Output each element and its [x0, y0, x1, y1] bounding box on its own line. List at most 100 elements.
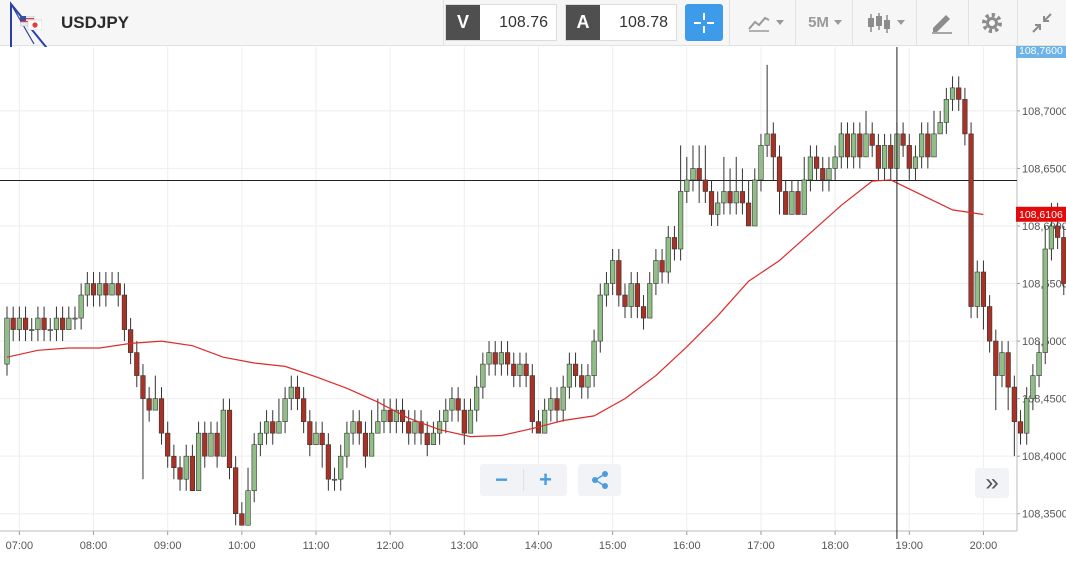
candle-body: [307, 421, 313, 445]
timeframe-button[interactable]: 5M: [802, 4, 848, 41]
candle-body: [418, 421, 424, 434]
candle-body: [103, 283, 109, 296]
collapse-button[interactable]: [1022, 4, 1062, 41]
instrument-symbol[interactable]: USDJPY: [61, 13, 130, 32]
share-button[interactable]: [578, 464, 621, 496]
candle-body: [109, 283, 115, 296]
candle-body: [962, 99, 968, 135]
candle-body: [202, 432, 208, 457]
currency-flag-icon: [20, 16, 42, 30]
drawing-tools-button[interactable]: [922, 4, 962, 41]
candle-body: [486, 352, 492, 365]
y-tick-label: 108,4000: [1022, 451, 1066, 463]
candle-body: [783, 191, 789, 215]
candle-body: [610, 260, 616, 284]
candle-body: [41, 317, 47, 330]
candle-body: [350, 421, 356, 434]
candle-body: [702, 179, 708, 192]
x-tick-label: 09:00: [154, 540, 182, 552]
candle-body: [115, 283, 121, 296]
candle-body: [319, 432, 325, 445]
ask-label: A: [566, 5, 600, 40]
price-chart[interactable]: 108,7000108,6500108,6000108,5500108,5000…: [0, 46, 1066, 563]
candle-style-button[interactable]: [860, 4, 910, 41]
candle-body: [436, 421, 443, 434]
candle-body: [78, 294, 84, 319]
x-tick-label: 13:00: [451, 540, 479, 552]
last-price-label: 108,6106: [1019, 209, 1063, 221]
scroll-to-latest-button[interactable]: »: [975, 468, 1009, 498]
candle-body: [727, 191, 733, 204]
ask-quote[interactable]: A 108.78: [565, 4, 677, 41]
candle-body: [467, 409, 474, 434]
candle-body: [591, 340, 597, 376]
candle-body: [1030, 375, 1036, 399]
candle-body: [344, 432, 350, 457]
candle-body: [146, 398, 152, 411]
bid-quote[interactable]: V 108.76: [445, 4, 557, 41]
candle-body: [851, 133, 857, 158]
candle-body: [301, 398, 307, 422]
candle-body: [548, 398, 554, 411]
candle-body: [826, 168, 832, 181]
candle-body: [560, 386, 566, 411]
x-tick-label: 11:00: [303, 540, 330, 552]
candle-body: [84, 283, 90, 296]
candle-body: [4, 317, 10, 365]
candle-body: [745, 202, 752, 227]
candle-body: [931, 133, 937, 158]
candle-body: [789, 191, 795, 215]
candle-body: [733, 191, 739, 204]
candle-body: [443, 409, 449, 422]
candle-body: [1017, 421, 1024, 434]
candle-body: [338, 455, 344, 480]
x-tick-label: 08:00: [80, 540, 108, 552]
candle-body: [999, 352, 1005, 376]
candle-body: [943, 99, 949, 123]
candle-body: [721, 191, 727, 204]
candle-body: [906, 145, 912, 169]
candle-body: [183, 455, 189, 480]
candle-body: [857, 133, 863, 158]
candle-body: [29, 329, 35, 331]
settings-button[interactable]: [972, 4, 1012, 41]
candle-body: [461, 409, 467, 434]
top-price-label: 108,7600: [1019, 46, 1063, 57]
zoom-controls: − +: [480, 464, 567, 496]
x-tick-label: 12:00: [376, 540, 404, 552]
x-tick-label: 14:00: [525, 540, 553, 552]
candle-body: [282, 398, 288, 422]
candle-body: [474, 386, 480, 411]
candle-body: [956, 87, 962, 100]
candle-body: [1036, 352, 1042, 376]
candle-body: [406, 421, 412, 434]
last-price-tag: [1016, 206, 1066, 222]
candle-body: [294, 386, 301, 399]
candle-body: [455, 398, 461, 411]
x-tick-label: 20:00: [970, 540, 998, 552]
candle-body: [523, 363, 529, 376]
candle-body: [925, 133, 931, 158]
candle-body: [888, 145, 894, 169]
candle-body: [313, 432, 319, 445]
bid-label: V: [446, 5, 480, 40]
candle-body: [220, 409, 226, 457]
candle-body: [449, 398, 455, 411]
collapse-arrows-icon: [1032, 12, 1052, 33]
candle-body: [47, 329, 53, 331]
candle-body: [53, 317, 60, 330]
x-tick-label: 19:00: [896, 540, 924, 552]
candle-body: [22, 317, 29, 330]
y-tick-label: 108,6000: [1022, 221, 1066, 233]
candle-body: [1011, 386, 1017, 422]
zoom-in-button[interactable]: +: [539, 467, 552, 492]
candle-body: [1061, 237, 1066, 284]
chart-type-button[interactable]: [741, 4, 789, 41]
candle-body: [572, 363, 579, 376]
zoom-out-button[interactable]: −: [495, 467, 508, 492]
timeframe-label: 5M: [808, 14, 829, 31]
crosshair-button[interactable]: [685, 4, 723, 41]
candle-body: [640, 306, 647, 319]
candle-body: [60, 317, 66, 330]
candle-body: [715, 202, 721, 215]
